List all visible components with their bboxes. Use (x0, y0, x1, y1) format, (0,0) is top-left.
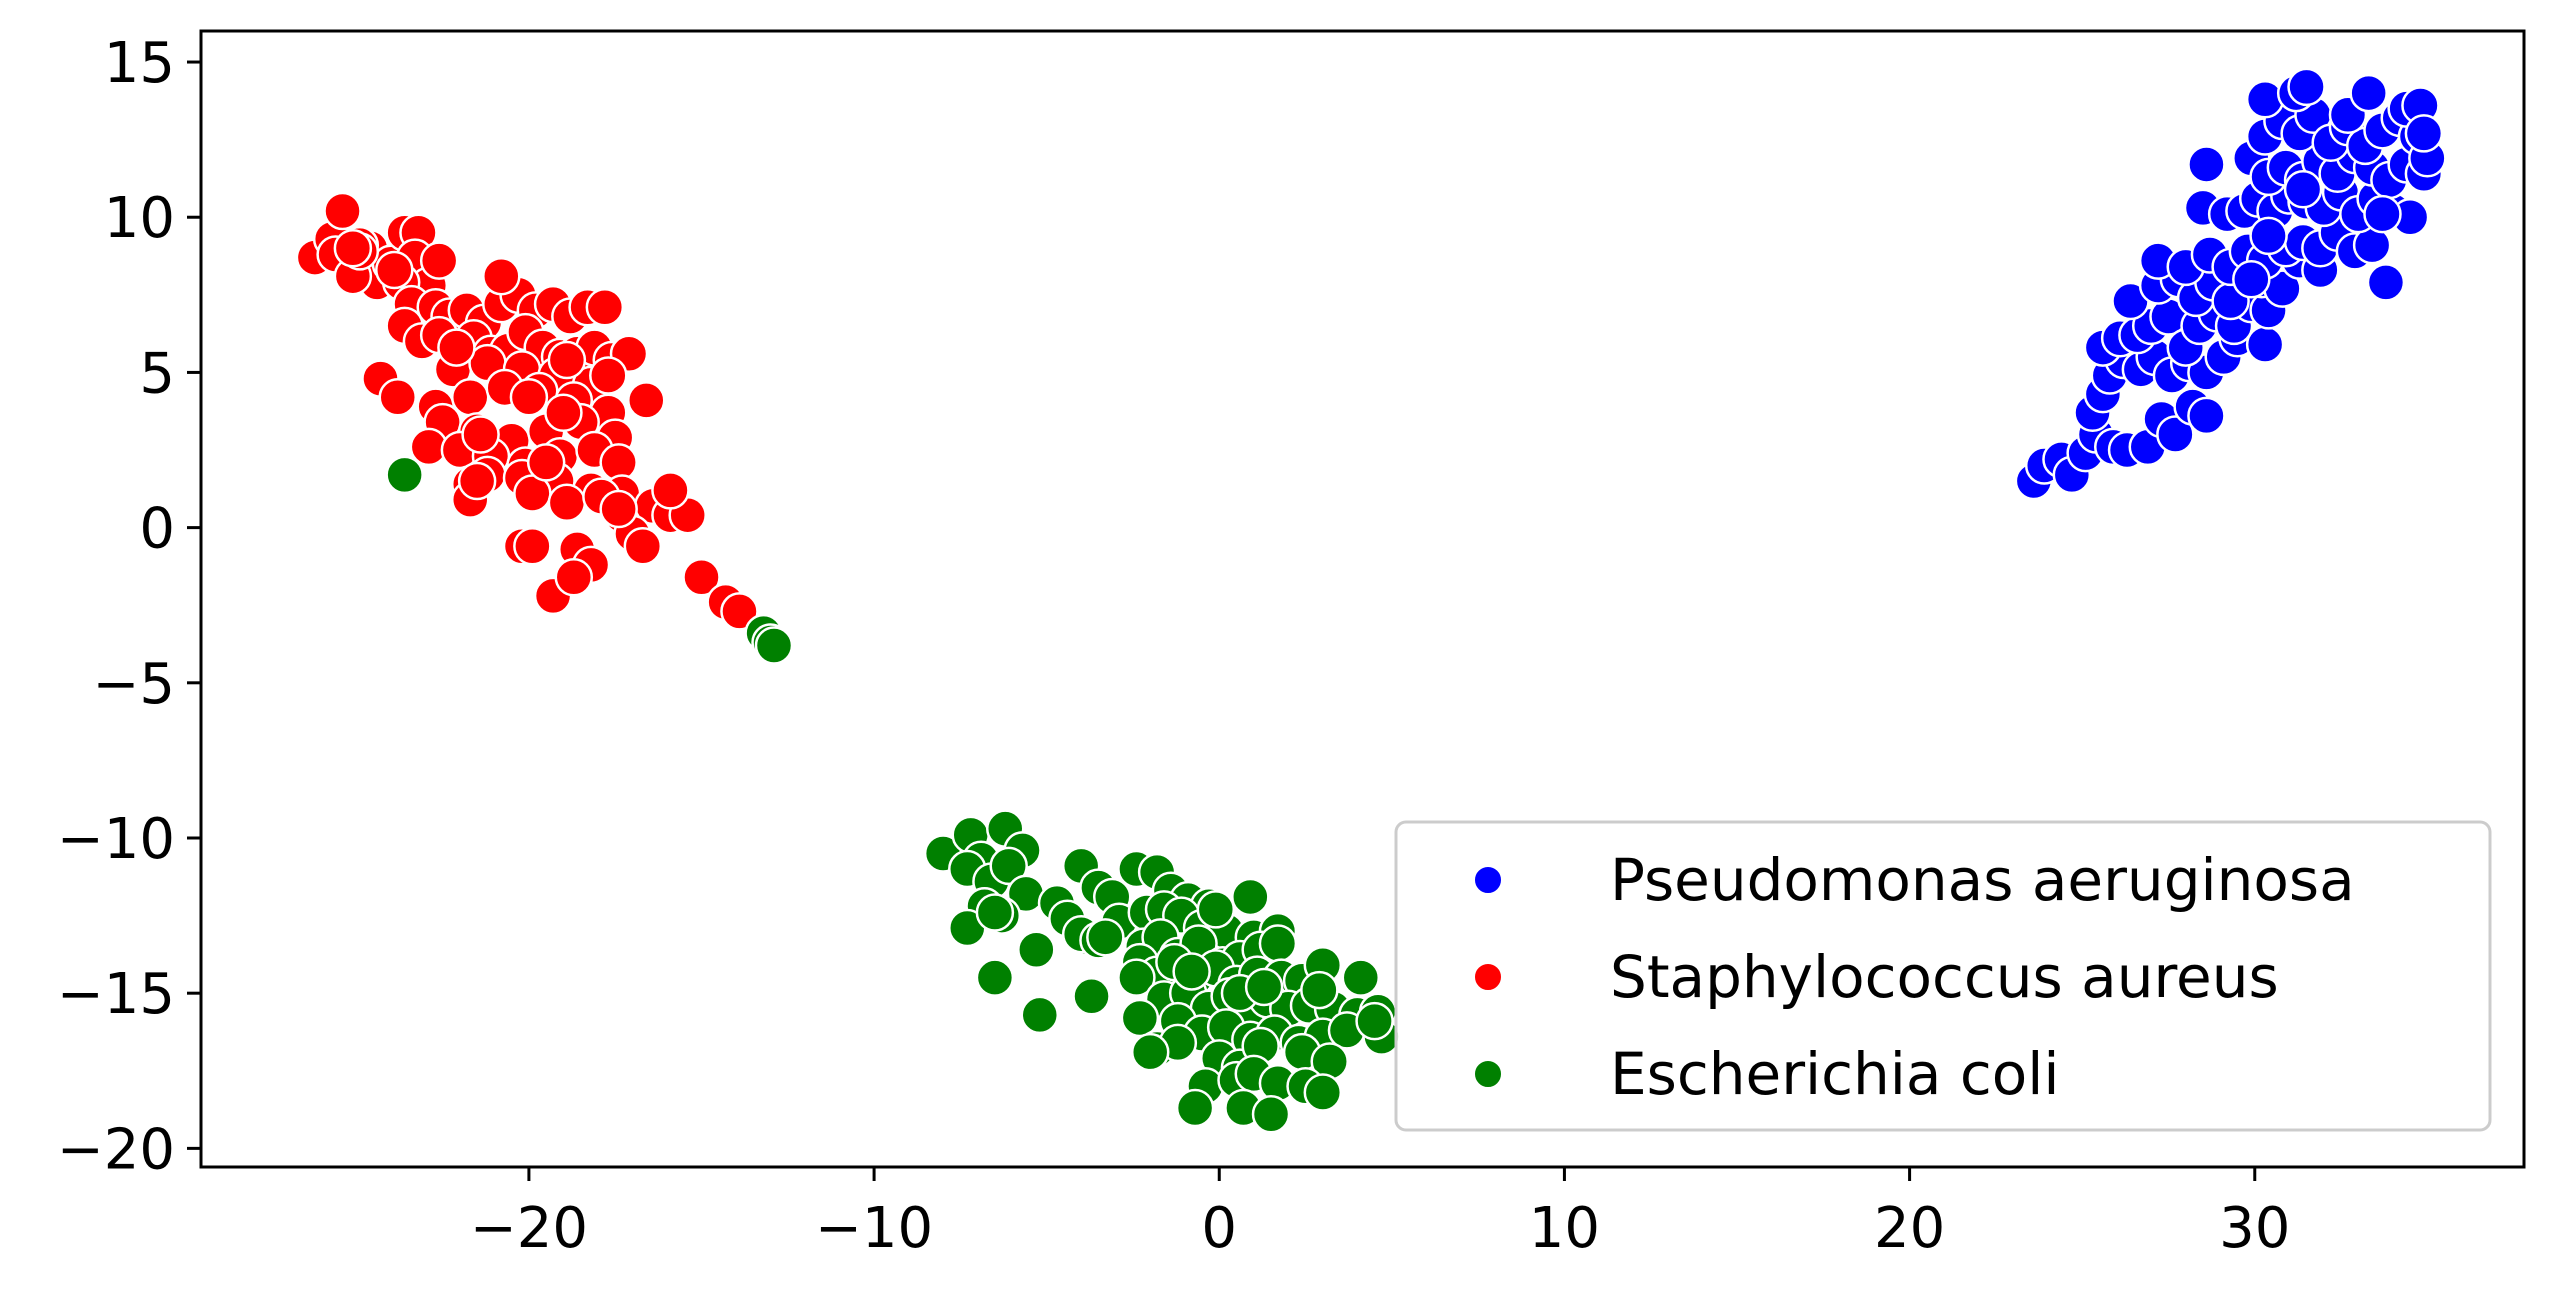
point-staphylococcus-aureus (323, 191, 362, 231)
point-escherichia-coli (1341, 958, 1381, 997)
point-escherichia-coli (1175, 1088, 1215, 1128)
legend-marker (1473, 865, 1503, 895)
point-escherichia-coli (1355, 1001, 1394, 1041)
legend-box (1394, 820, 2492, 1132)
point-escherichia-coli (989, 846, 1028, 886)
point-staphylococcus-aureus (450, 378, 490, 417)
point-escherichia-coli (1017, 930, 1056, 969)
point-escherichia-coli (1196, 890, 1236, 929)
point-escherichia-coli (1258, 924, 1298, 963)
y-tick-label: −10 (57, 807, 175, 872)
x-tick-label: 10 (1529, 1196, 1600, 1261)
point-escherichia-coli (1303, 1073, 1343, 1112)
legend-label: Pseudomonas aeruginosa (1610, 846, 2355, 914)
point-pseudomonas-aeruginosa (2156, 415, 2195, 454)
point-staphylococcus-aureus (437, 328, 476, 367)
point-escherichia-coli (975, 893, 1015, 932)
point-pseudomonas-aeruginosa (2363, 194, 2402, 234)
x-tick-label: −20 (470, 1196, 588, 1261)
point-pseudomonas-aeruginosa (2245, 80, 2285, 119)
y-tick-label: −5 (92, 652, 175, 717)
point-staphylococcus-aureus (720, 592, 759, 631)
point-staphylococcus-aureus (419, 241, 459, 280)
point-staphylococcus-aureus (585, 287, 625, 327)
x-axis-ticks: −20 −10 0 10 20 30 (470, 1167, 2290, 1261)
point-staphylococcus-aureus (482, 256, 521, 296)
point-escherichia-coli (975, 958, 1015, 997)
y-tick-label: −20 (57, 1117, 175, 1182)
x-tick-label: −10 (815, 1196, 933, 1261)
point-staphylococcus-aureus (651, 471, 690, 510)
point-pseudomonas-aeruginosa (2349, 73, 2388, 113)
point-escherichia-coli (1086, 918, 1125, 957)
x-tick-label: 0 (1201, 1196, 1237, 1261)
x-tick-label: 30 (2219, 1196, 2290, 1261)
plot-axes: −20 −10 0 10 20 30 −20 −15 −10 −5 0 5 10 15 (57, 29, 2526, 1261)
point-staphylococcus-aureus (378, 378, 417, 417)
point-escherichia-coli (1251, 1094, 1291, 1134)
point-escherichia-coli (1231, 877, 1270, 917)
point-staphylococcus-aureus (509, 378, 549, 417)
point-staphylococcus-aureus (682, 558, 721, 597)
legend-marker (1473, 962, 1503, 992)
plot-frame (199, 29, 2526, 1169)
point-pseudomonas-aeruginosa (2283, 170, 2323, 209)
point-pseudomonas-aeruginosa (2366, 263, 2406, 302)
point-staphylococcus-aureus (461, 415, 500, 454)
y-tick-label: 15 (104, 31, 175, 96)
point-staphylococcus-aureus (547, 483, 587, 523)
y-tick-label: 10 (104, 186, 175, 251)
point-pseudomonas-aeruginosa (2187, 396, 2226, 436)
point-staphylococcus-aureus (544, 393, 583, 433)
y-tick-label: 5 (139, 341, 175, 406)
point-escherichia-coli (1117, 958, 1156, 997)
point-pseudomonas-aeruginosa (2232, 260, 2271, 299)
point-escherichia-coli (385, 455, 424, 495)
point-pseudomonas-aeruginosa (2287, 67, 2326, 107)
point-staphylococcus-aureus (589, 356, 628, 395)
point-staphylococcus-aureus (599, 489, 638, 529)
y-axis-ticks: −20 −15 −10 −5 0 5 10 15 (57, 31, 201, 1182)
point-escherichia-coli (1172, 952, 1211, 991)
point-escherichia-coli (754, 626, 794, 665)
point-staphylococcus-aureus (457, 461, 497, 501)
legend: Pseudomonas aeruginosa Staphylococcus aur… (1394, 820, 2492, 1132)
point-staphylococcus-aureus (513, 526, 552, 566)
point-escherichia-coli (1072, 977, 1111, 1016)
point-staphylococcus-aureus (554, 558, 594, 597)
point-pseudomonas-aeruginosa (2245, 325, 2285, 364)
scatter-points (295, 67, 2447, 1134)
point-staphylococcus-aureus (547, 340, 587, 380)
point-escherichia-coli (1020, 995, 1060, 1035)
legend-label: Escherichia coli (1610, 1040, 2060, 1108)
point-staphylococcus-aureus (526, 443, 566, 482)
point-escherichia-coli (1300, 970, 1339, 1010)
legend-label: Staphylococcus aureus (1610, 943, 2279, 1011)
point-pseudomonas-aeruginosa (2404, 114, 2444, 153)
y-tick-label: −15 (57, 962, 175, 1027)
point-staphylococcus-aureus (627, 381, 666, 420)
point-escherichia-coli (1130, 1032, 1170, 1072)
point-pseudomonas-aeruginosa (2187, 145, 2226, 184)
point-escherichia-coli (1244, 967, 1284, 1007)
point-pseudomonas-aeruginosa (2249, 216, 2288, 256)
point-staphylococcus-aureus (623, 526, 663, 566)
legend-marker (1473, 1059, 1503, 1089)
x-tick-label: 20 (1874, 1196, 1945, 1261)
y-tick-label: 0 (139, 497, 175, 562)
point-staphylococcus-aureus (375, 250, 414, 290)
point-staphylococcus-aureus (333, 229, 373, 268)
